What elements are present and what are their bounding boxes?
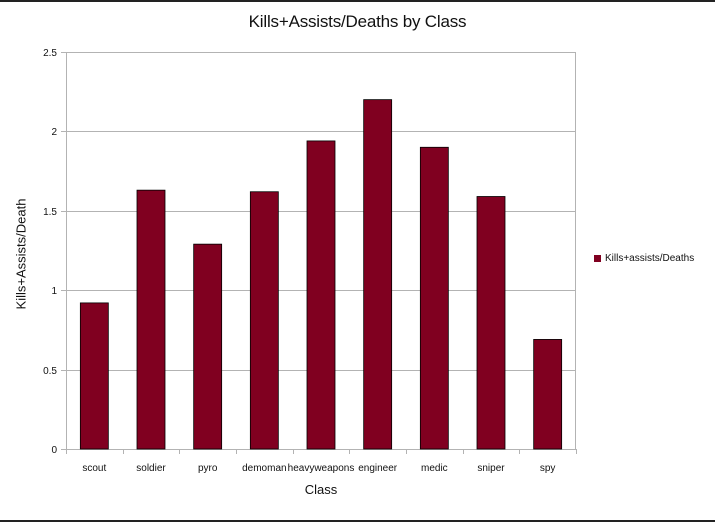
legend-label: Kills+assists/Deaths [605, 253, 695, 264]
x-tick-label: scout [82, 463, 106, 474]
bar-spy [533, 339, 563, 450]
x-tick-label: soldier [136, 463, 166, 474]
x-tick-label: demoman [242, 463, 286, 474]
x-axis-label: Class [304, 482, 338, 497]
bar-medic [419, 146, 449, 450]
plot-area [66, 52, 576, 450]
x-tick-label: sniper [477, 463, 505, 474]
frame-bottom-border [0, 520, 715, 522]
y-tick-label: 1.5 [43, 207, 57, 218]
bar-sniper [476, 196, 506, 450]
y-tick-label: 2 [51, 127, 57, 138]
bar-soldier [136, 189, 166, 450]
chart-title: Kills+Assists/Deaths by Class [248, 12, 467, 31]
x-tick-label: engineer [358, 463, 398, 474]
x-tick-label: heavyweapons [288, 463, 355, 474]
bar-demoman [249, 191, 279, 450]
y-tick-label: 0 [51, 445, 57, 456]
y-tick-label: 0.5 [43, 366, 57, 377]
legend-swatch [594, 255, 601, 262]
bar-scout [79, 302, 109, 450]
bar-engineer [363, 99, 393, 450]
x-tick-label: spy [540, 463, 556, 474]
legend: Kills+assists/Deaths [594, 253, 694, 264]
bar-heavyweapons [306, 140, 336, 450]
y-tick-label: 2.5 [43, 48, 57, 59]
frame-top-border [0, 0, 715, 2]
y-tick-label: 1 [51, 286, 57, 297]
x-tick-label: pyro [198, 463, 218, 474]
bar-pyro [193, 243, 223, 450]
x-tick-label: medic [421, 463, 448, 474]
